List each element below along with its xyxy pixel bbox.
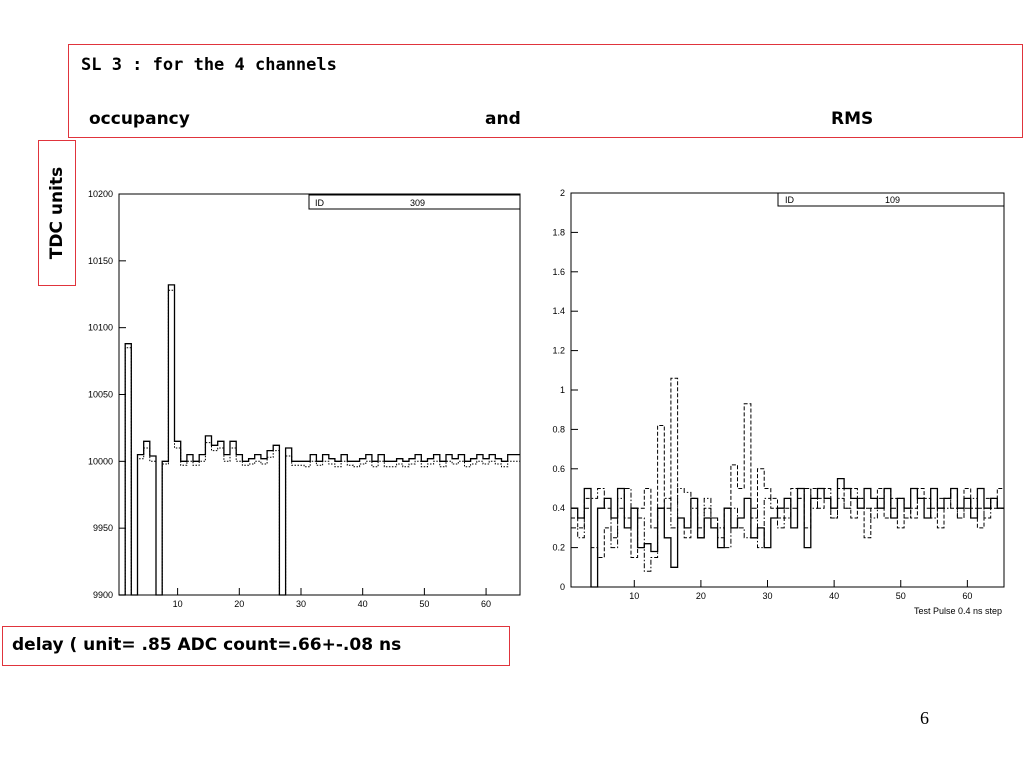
- rms-xtick-label: 30: [763, 591, 773, 601]
- occupancy-series-solid: [119, 284, 520, 596]
- rms-xtick-label: 40: [829, 591, 839, 601]
- occupancy-ytick-label: 10150: [88, 256, 113, 266]
- occupancy-xtick-label: 30: [296, 599, 306, 609]
- rms-ytick-label: 1: [560, 385, 565, 395]
- rms-ytick-label: 0.2: [552, 543, 565, 553]
- occupancy-ytick-label: 10200: [88, 189, 113, 199]
- rms-id-value: 109: [885, 195, 900, 205]
- y-unit-box: TDC units: [38, 140, 76, 286]
- occupancy-label: occupancy: [89, 109, 190, 129]
- occupancy-ytick-label: 9950: [93, 523, 113, 533]
- occupancy-ytick-label: 10050: [88, 390, 113, 400]
- occupancy-xtick-label: 40: [358, 599, 368, 609]
- rms-xtick-label: 50: [896, 591, 906, 601]
- and-label: and: [485, 109, 521, 129]
- occupancy-ytick-label: 10100: [88, 323, 113, 333]
- rms-series-dashdot: [571, 488, 1004, 572]
- slide-title: SL 3 : for the 4 channels: [81, 55, 337, 75]
- delay-note: delay ( unit= .85 ADC count=.66+-.08 ns: [12, 635, 402, 655]
- rms-ytick-label: 1.2: [552, 346, 565, 356]
- rms-xtick-label: 10: [629, 591, 639, 601]
- rms-series-dashed: [571, 377, 1004, 558]
- rms-ytick-label: 0.8: [552, 424, 565, 434]
- rms-ytick-label: 2: [560, 188, 565, 198]
- rms-ytick-label: 0.6: [552, 464, 565, 474]
- rms-id-label: ID: [785, 195, 795, 205]
- rms-series-solid: [571, 477, 1004, 588]
- occupancy-id-label: ID: [315, 198, 325, 208]
- occupancy-ytick-label: 10000: [88, 456, 113, 466]
- rms-ytick-label: 0.4: [552, 503, 565, 513]
- rms-xtick-label: 60: [962, 591, 972, 601]
- rms-xtick-label: 20: [696, 591, 706, 601]
- rms-id-box: [777, 192, 1005, 207]
- occupancy-frame: [118, 193, 521, 596]
- occupancy-xtick-label: 20: [234, 599, 244, 609]
- rms-ytick-label: 1.6: [552, 267, 565, 277]
- rms-ytick-label: 1.8: [552, 227, 565, 237]
- occupancy-id-box: [308, 194, 521, 210]
- occupancy-ytick-label: 9900: [93, 590, 113, 600]
- occupancy-xtick-label: 60: [481, 599, 491, 609]
- rms-caption: Test Pulse 0.4 ns step: [914, 606, 1002, 616]
- footer-box: delay ( unit= .85 ADC count=.66+-.08 ns: [2, 626, 510, 666]
- occupancy-xtick-label: 50: [419, 599, 429, 609]
- rms-label: RMS: [831, 109, 874, 129]
- occupancy-xtick-label: 10: [173, 599, 183, 609]
- occupancy-id-value: 309: [410, 198, 425, 208]
- occupancy-series-dotted: [119, 289, 520, 596]
- rms-ytick-label: 1.4: [552, 306, 565, 316]
- page-number: 6: [920, 708, 929, 728]
- rms-ytick-label: 0: [560, 582, 565, 592]
- title-box: SL 3 : for the 4 channels occupancy and …: [68, 44, 1023, 138]
